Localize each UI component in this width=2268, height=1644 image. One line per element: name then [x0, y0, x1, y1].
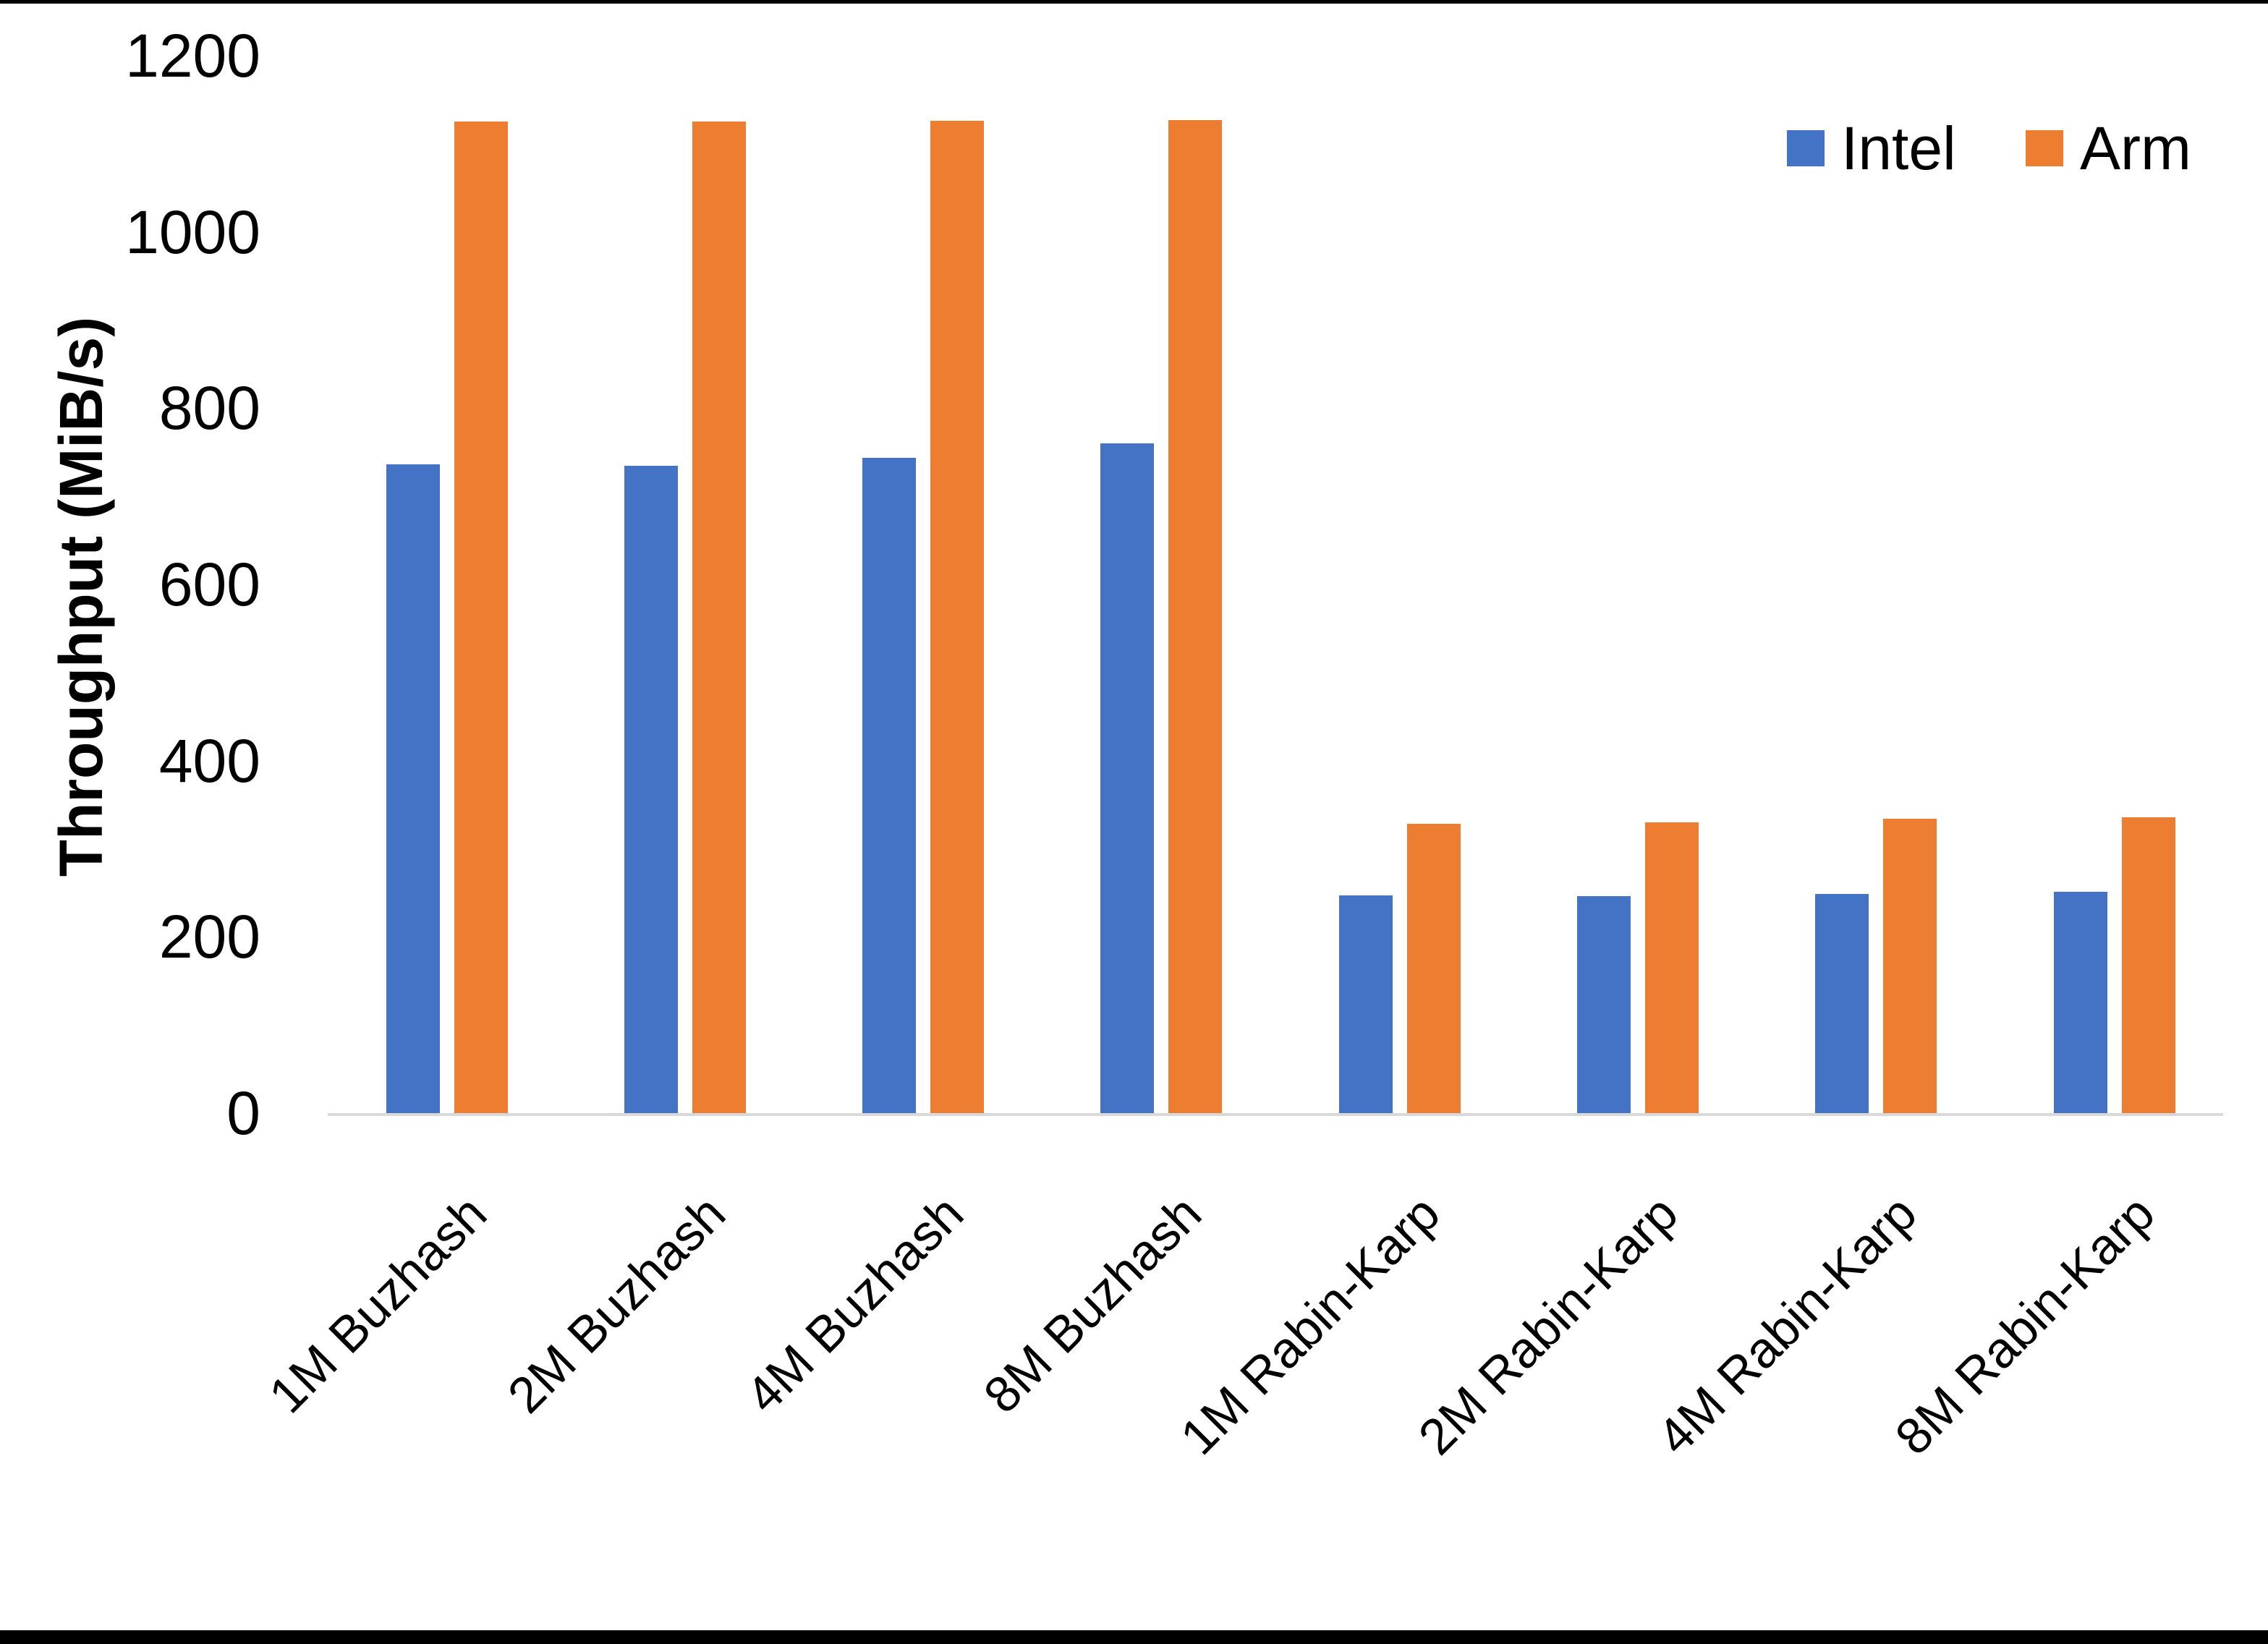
- x-axis-line: [328, 1113, 2223, 1116]
- bar-intel-8m-buzhash[interactable]: [1100, 443, 1155, 1113]
- bar-intel-4m-rabin-karp[interactable]: [1815, 893, 1869, 1113]
- bar-arm-2m-buzhash[interactable]: [692, 122, 746, 1113]
- bar-intel-1m-buzhash[interactable]: [386, 464, 440, 1113]
- bar-arm-8m-rabin-karp[interactable]: [2121, 817, 2175, 1113]
- bar-arm-1m-rabin-karp[interactable]: [1406, 824, 1461, 1113]
- x-tick-label-4m-buzhash: 4M Buzhash: [734, 1185, 974, 1424]
- y-tick-label-600: 600: [158, 550, 260, 618]
- top-border-strip: [0, 0, 2268, 4]
- bar-arm-1m-buzhash[interactable]: [454, 122, 508, 1113]
- bar-arm-4m-rabin-karp[interactable]: [1883, 819, 1937, 1113]
- legend-label-arm: Arm: [2080, 114, 2191, 182]
- bar-arm-2m-rabin-karp[interactable]: [1645, 822, 1699, 1113]
- x-tick-label-4m-rabin-karp: 4M Rabin-Karp: [1646, 1185, 1927, 1466]
- x-tick-label-1m-rabin-karp: 1M Rabin-Karp: [1169, 1185, 1451, 1466]
- bar-intel-1m-rabin-karp[interactable]: [1338, 895, 1393, 1113]
- y-tick-label-400: 400: [158, 726, 260, 795]
- bottom-border-strip: [0, 1630, 2268, 1644]
- bar-arm-4m-buzhash[interactable]: [930, 121, 985, 1113]
- y-tick-label-800: 800: [158, 374, 260, 443]
- legend-swatch-intel-icon: [1787, 130, 1825, 166]
- x-tick-label-2m-rabin-karp: 2M Rabin-Karp: [1408, 1185, 1689, 1466]
- x-tick-label-8m-buzhash: 8M Buzhash: [973, 1185, 1212, 1424]
- x-tick-label-8m-rabin-karp: 8M Rabin-Karp: [1884, 1185, 2165, 1466]
- bar-intel-2m-buzhash[interactable]: [624, 465, 678, 1113]
- x-tick-label-1m-buzhash: 1M Buzhash: [258, 1185, 498, 1424]
- bar-intel-8m-rabin-karp[interactable]: [2053, 892, 2107, 1113]
- bar-intel-2m-rabin-karp[interactable]: [1577, 896, 1631, 1113]
- y-tick-label-200: 200: [158, 903, 260, 971]
- legend-label-intel: Intel: [1841, 114, 1956, 182]
- y-tick-label-1000: 1000: [125, 197, 260, 266]
- bar-arm-8m-buzhash[interactable]: [1168, 119, 1223, 1113]
- bar-intel-4m-buzhash[interactable]: [862, 457, 917, 1113]
- legend-swatch-arm-icon: [2026, 130, 2063, 166]
- y-tick-label-0: 0: [226, 1079, 260, 1147]
- x-tick-label-2m-buzhash: 2M Buzhash: [496, 1185, 736, 1424]
- y-tick-label-1200: 1200: [125, 22, 260, 90]
